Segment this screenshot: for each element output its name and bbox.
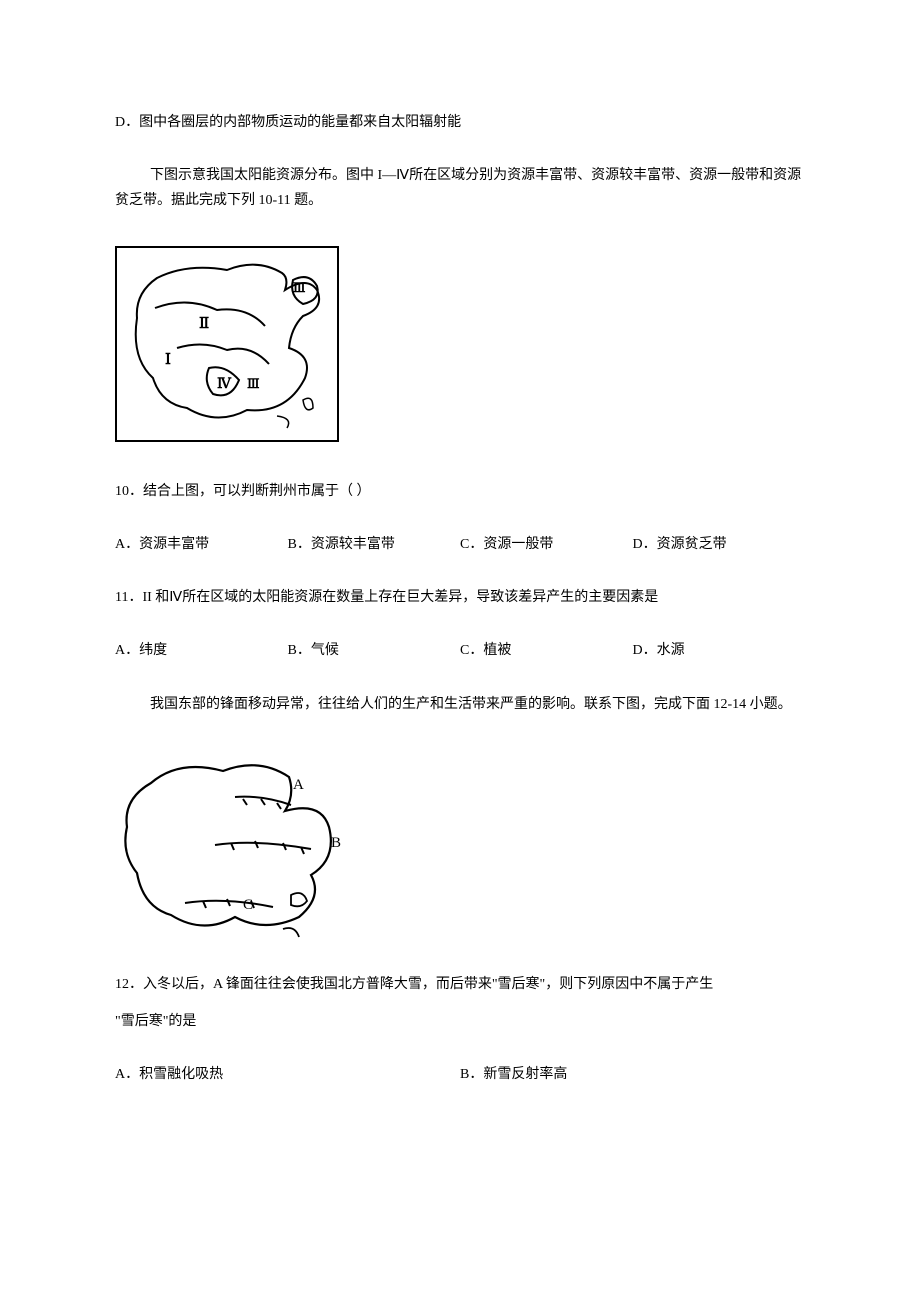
- passage1-intro: 下图示意我国太阳能资源分布。图中 I—Ⅳ所在区域分别为资源丰富带、资源较丰富带、…: [115, 163, 805, 213]
- q12-opt-b: B．新雪反射率高: [460, 1062, 805, 1087]
- svg-text:A: A: [293, 777, 304, 793]
- svg-text:Ⅲ: Ⅲ: [293, 280, 306, 295]
- svg-text:Ⅰ: Ⅰ: [165, 352, 171, 368]
- svg-text:Ⅳ: Ⅳ: [217, 376, 232, 392]
- figure-solar-resource-map: Ⅰ Ⅱ Ⅲ Ⅳ Ⅲ: [115, 246, 805, 451]
- q12-stem-line1: 12．入冬以后，A 锋面往往会使我国北方普降大雪，而后带来"雪后寒"，则下列原因…: [115, 972, 805, 997]
- q11-opt-c: C．植被: [460, 638, 633, 663]
- figure2-svg: A B C: [115, 749, 357, 944]
- prev-option-d: D．图中各圈层的内部物质运动的能量都来自太阳辐射能: [115, 110, 805, 135]
- q10-options: A．资源丰富带 B．资源较丰富带 C．资源一般带 D．资源贫乏带: [115, 532, 805, 557]
- q12-stem-line2: "雪后寒"的是: [115, 1009, 805, 1034]
- q11-opt-d: D．水源: [633, 638, 806, 663]
- q11-opt-a: A．纬度: [115, 638, 288, 663]
- q11-opt-b: B．气候: [288, 638, 461, 663]
- q10-opt-d: D．资源贫乏带: [633, 532, 806, 557]
- figure1-svg: Ⅰ Ⅱ Ⅲ Ⅳ Ⅲ: [117, 248, 337, 440]
- q10-opt-a: A．资源丰富带: [115, 532, 288, 557]
- figure1-frame: Ⅰ Ⅱ Ⅲ Ⅳ Ⅲ: [115, 246, 339, 442]
- passage2-intro: 我国东部的锋面移动异常，往往给人们的生产和生活带来严重的影响。联系下图，完成下面…: [115, 692, 805, 717]
- svg-text:Ⅲ: Ⅲ: [247, 376, 260, 391]
- q11-stem: 11．II 和Ⅳ所在区域的太阳能资源在数量上存在巨大差异，导致该差异产生的主要因…: [115, 585, 805, 610]
- svg-text:B: B: [331, 835, 341, 851]
- q12-options: A．积雪融化吸热 B．新雪反射率高: [115, 1062, 805, 1087]
- q10-stem: 10．结合上图，可以判断荆州市属于（ ）: [115, 479, 805, 504]
- svg-text:Ⅱ: Ⅱ: [199, 316, 209, 332]
- q10-opt-b: B．资源较丰富带: [288, 532, 461, 557]
- figure-front-map: A B C: [115, 749, 805, 944]
- q10-opt-c: C．资源一般带: [460, 532, 633, 557]
- svg-text:C: C: [243, 897, 253, 913]
- q11-options: A．纬度 B．气候 C．植被 D．水源: [115, 638, 805, 663]
- q12-opt-a: A．积雪融化吸热: [115, 1062, 460, 1087]
